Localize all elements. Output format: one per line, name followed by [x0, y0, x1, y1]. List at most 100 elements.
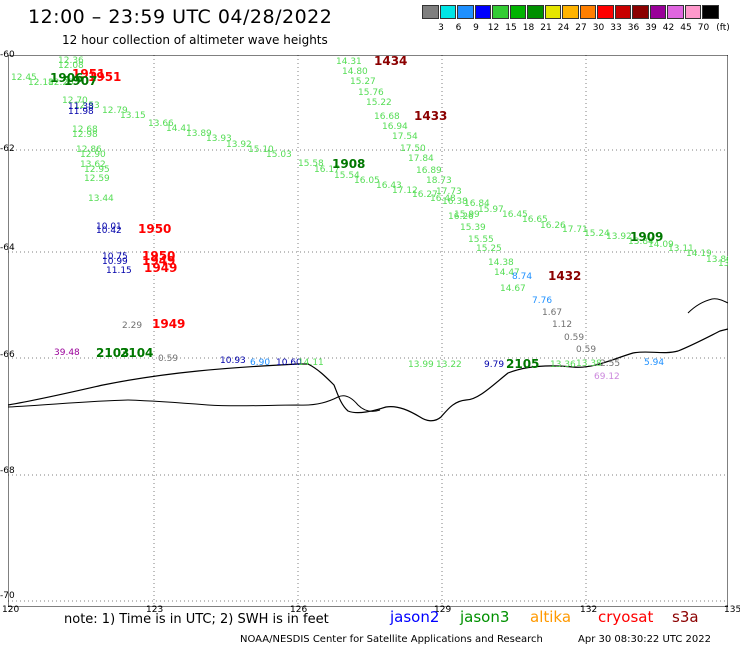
map-plot: 12.36 12.08 12.45 12.18 12.20 12.70 12.53 12.79… [7, 54, 738, 608]
legend-swatch [702, 5, 719, 19]
swh-value-label: 16.43 [376, 181, 402, 191]
legend-swatch [492, 5, 509, 19]
swh-value-label: 12.95 [84, 165, 110, 175]
legend-swatch [422, 5, 439, 19]
swh-value-label: 10.93 [220, 356, 246, 366]
legend-label: 39 [645, 23, 657, 33]
graticule [8, 54, 728, 607]
swh-value-label: 10.75 [102, 252, 128, 262]
swh-value-label: 7.76 [532, 296, 552, 306]
lon-label: 129 [434, 605, 452, 615]
swh-value-label: 14.11 [298, 358, 324, 368]
swh-value-label: 14.38 [488, 258, 514, 268]
lat-label: -66 [0, 350, 15, 360]
pass-time-label: 1432 [548, 269, 581, 283]
swh-value-label: 17.84 [408, 154, 434, 164]
swh-value-label: 13.44 [88, 194, 114, 204]
swh-value-label: 17.54 [392, 132, 418, 142]
legend-swatch [527, 5, 544, 19]
legend-label: 3 [438, 23, 444, 33]
swh-value-label: 16.05 [354, 176, 380, 186]
antarctic-coastline [7, 328, 729, 422]
swh-value-label: 16.94 [382, 122, 408, 132]
legend-label: 9 [473, 23, 479, 33]
legend-swatch [544, 5, 561, 19]
swh-value-label: 12.20 [48, 78, 74, 88]
swh-value-label: 2.55 [600, 359, 620, 369]
swh-value-label: 13.89 [186, 129, 212, 139]
legend-swatch [579, 5, 596, 19]
legend-label: 45 [680, 23, 692, 33]
swh-value-label: 12.90 [80, 150, 106, 160]
swh-value-label: 12.08 [58, 61, 84, 71]
swh-value-label: 0.59 [564, 333, 584, 343]
legend-label: 36 [627, 23, 640, 33]
swh-value-label: 10.01 [96, 222, 122, 232]
swh-value-label: 13.38 [576, 359, 602, 369]
legend-label: 70 [697, 23, 710, 33]
swh-value-label: 12.53 [74, 101, 100, 111]
swh-value-label: 15.10 [248, 145, 274, 155]
swh-value-label: 12.79 [102, 106, 128, 116]
legend-label: 21 [540, 23, 552, 33]
swh-value-label: 13.92 [226, 140, 252, 150]
swh-value-label: 14.19 [686, 249, 712, 259]
swh-value-label: 13.99 [408, 360, 434, 370]
swh-value-label: 13.62 [80, 160, 106, 170]
lat-label: -68 [0, 466, 15, 476]
swh-value-label: 15.99 [454, 210, 480, 220]
legend-swatch [684, 5, 701, 19]
legend-label: 30 [592, 23, 605, 33]
swh-value-label: 14.80 [342, 67, 368, 77]
swh-value-label: 15.97 [478, 205, 504, 215]
legend-label: 6 [455, 23, 462, 33]
swh-value-label: 14.09 [648, 240, 674, 250]
swh-value-label: 17.12 [392, 186, 418, 196]
lon-label: 126 [290, 605, 308, 615]
swh-value-label: 13.15 [120, 111, 146, 121]
swh-value-label: 13.86 [706, 255, 728, 265]
coast-segment [687, 298, 729, 314]
lon-label: 132 [580, 605, 598, 615]
swh-value-label: 15.55 [468, 235, 494, 245]
swh-value-label: 13.11 [668, 244, 694, 254]
swh-value-label: 10.99 [102, 257, 128, 267]
legend-label: 12 [487, 23, 500, 33]
swh-value-label: 16.65 [522, 215, 548, 225]
swh-value-label: 15.58 [298, 159, 324, 169]
swh-value-label: 6.90 [250, 358, 270, 368]
swh-value-label: 0.59 [576, 345, 596, 355]
legend-swatch [632, 5, 649, 19]
satellite-jason2: jason2 [390, 608, 440, 626]
pass-time-label: 1906 [50, 71, 83, 85]
swh-value-label: 9.79 [484, 360, 504, 370]
swh-value-label: 14.67 [500, 284, 526, 294]
legend-swatch [562, 5, 579, 19]
pass-time-label: 1949 [142, 254, 175, 268]
plot-frame [7, 54, 729, 608]
swh-value-label: 12.45 [11, 73, 37, 83]
pass-time-label: 1909 [630, 230, 663, 244]
pass-time-label: 1950 [142, 249, 175, 263]
pass-time-label: 1434 [374, 55, 407, 68]
swh-value-label: 13.36 [550, 360, 576, 370]
pass-time-label: 2105 [506, 357, 539, 371]
legend-swatch [474, 5, 491, 19]
satellite-jason3: jason3 [460, 608, 510, 626]
swh-value-label: 15.27 [350, 77, 376, 87]
footnote: note: 1) Time is in UTC; 2) SWH is in fe… [64, 612, 329, 627]
swh-value-label: 13.22 [436, 360, 462, 370]
swh-value-label: 16.17 [314, 165, 340, 175]
legend-swatch [509, 5, 526, 19]
lon-label: 135 [724, 605, 740, 615]
swh-value-label: 16.68 [374, 112, 400, 122]
swh-value-label: 13.93 [206, 134, 232, 144]
legend-swatch [597, 5, 614, 19]
pass-time-label: 1949 [152, 317, 185, 331]
swh-value-label: 13.66 [148, 119, 174, 129]
swh-value-label: 12.59 [84, 174, 110, 184]
legend-label: 18 [522, 23, 535, 33]
swh-value-label: 14.31 [336, 57, 362, 67]
swh-value-label: 39.48 [54, 348, 80, 358]
satellite-s3a: s3a [672, 608, 699, 626]
